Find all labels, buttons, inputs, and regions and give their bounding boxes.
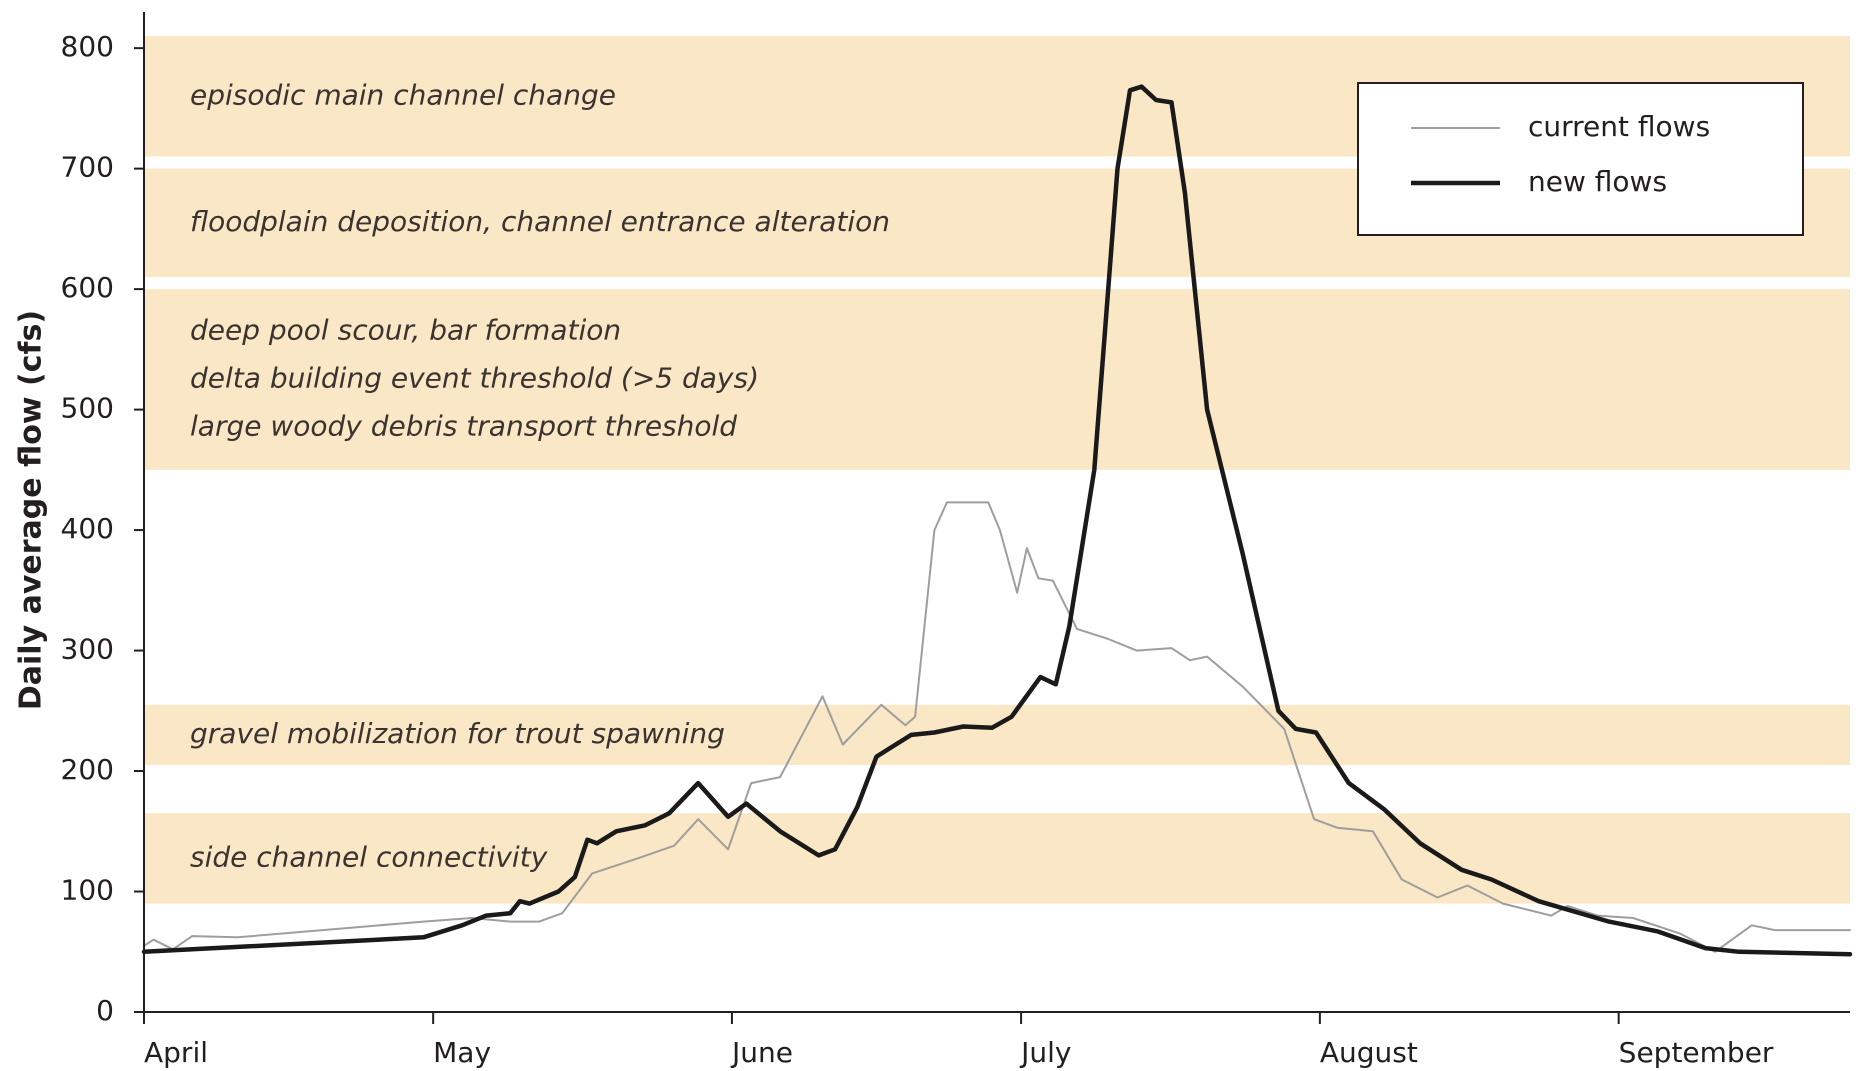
band-label: deep pool scour, bar formation bbox=[190, 313, 621, 346]
x-tick-label: July bbox=[1019, 1036, 1071, 1069]
y-tick-label: 200 bbox=[61, 753, 114, 786]
band bbox=[144, 289, 1850, 470]
flow-line bbox=[141, 84, 1853, 957]
legend: current flows new flows bbox=[1357, 82, 1804, 236]
y-tick-label: 0 bbox=[96, 994, 114, 1027]
band bbox=[144, 813, 1850, 904]
y-tick-label: 400 bbox=[61, 512, 114, 545]
x-tick-label: September bbox=[1619, 1036, 1774, 1069]
bands: episodic main channel change floodplain d… bbox=[144, 36, 1850, 904]
band-label: side channel connectivity bbox=[190, 840, 548, 873]
x-tick-label: May bbox=[433, 1036, 491, 1069]
axes: 0 100 200 300 400 500 600 700 800 April May June Jul… bbox=[61, 12, 1850, 1069]
legend-label: new flows bbox=[1528, 165, 1667, 198]
y-tick-label: 600 bbox=[61, 271, 114, 304]
band-label: gravel mobilization for trout spawning bbox=[190, 717, 725, 750]
y-tick-label: 300 bbox=[61, 633, 114, 666]
lines bbox=[141, 84, 1853, 957]
y-tick-label: 100 bbox=[61, 874, 114, 907]
x-tick-label: April bbox=[144, 1036, 208, 1069]
y-axis-label: Daily average flow (cfs) bbox=[14, 310, 49, 710]
legend-label: current flows bbox=[1528, 110, 1710, 143]
band-label: floodplain deposition, channel entrance … bbox=[190, 205, 890, 238]
legend-box bbox=[1357, 82, 1804, 236]
band bbox=[144, 704, 1850, 766]
band-label: large woody debris transport threshold bbox=[190, 409, 737, 442]
y-tick-label: 500 bbox=[61, 392, 114, 425]
x-tick-label: June bbox=[730, 1036, 793, 1069]
x-tick-label: August bbox=[1320, 1036, 1418, 1069]
y-tick-label: 700 bbox=[61, 151, 114, 184]
band-label: delta building event threshold (>5 days) bbox=[190, 361, 759, 394]
flow-line bbox=[143, 501, 1851, 953]
band-label: episodic main channel change bbox=[190, 78, 616, 111]
y-tick-label: 800 bbox=[61, 30, 114, 63]
